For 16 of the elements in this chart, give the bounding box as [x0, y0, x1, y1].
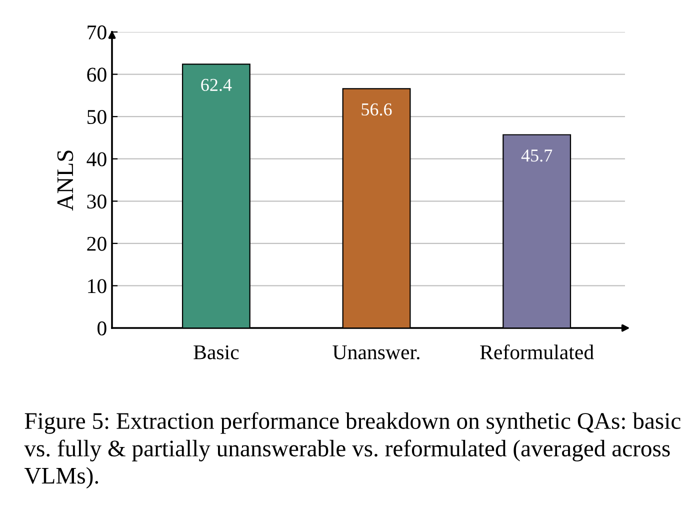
data-label: 56.6: [362, 103, 392, 116]
y-tick-label: 40: [86, 152, 106, 166]
y-tick-label: 0: [98, 321, 106, 336]
x-tick-label: Basic: [194, 345, 239, 360]
data-label: 45.7: [521, 150, 552, 162]
x-tick-label: Reformulated: [480, 344, 594, 360]
caption: Figure 5: Extraction performance breakdown on synthetic QAs: basic vs. fully & partially unanswerable vs. reformulated (averaged across VLMs).: [24, 412, 680, 489]
y-tick-label: 20: [87, 236, 106, 251]
y-tick-label: 30: [87, 194, 106, 209]
y-tick-label: 10: [88, 279, 106, 294]
y-tick-label: 50: [88, 110, 106, 124]
y-axis-title: ANLS: [57, 150, 74, 211]
y-tick-label: 60: [87, 68, 106, 82]
y-tick-label: 70: [88, 25, 106, 40]
data-label: 62.4: [201, 78, 232, 92]
x-tick-label: Unanswer.: [332, 345, 420, 360]
